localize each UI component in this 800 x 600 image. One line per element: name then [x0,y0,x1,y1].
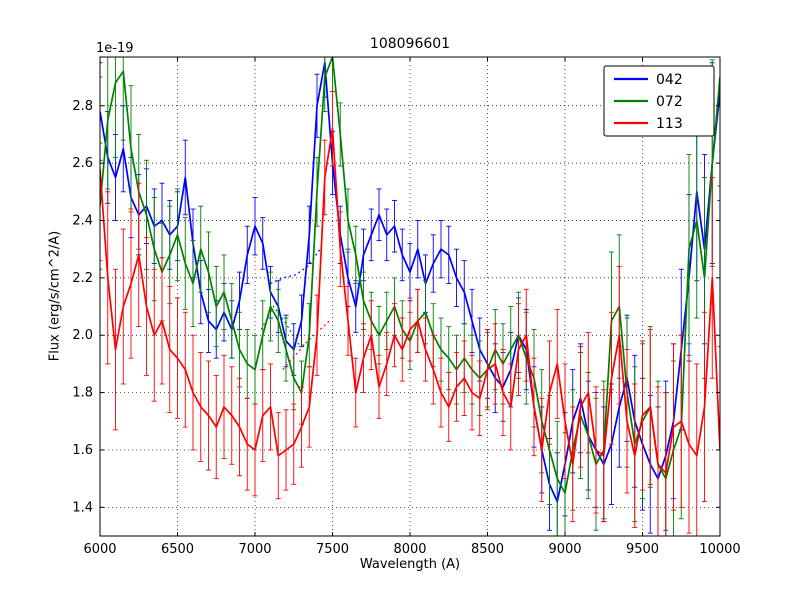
spectrum-line-042 [100,61,720,503]
dotted-segment-042 [270,248,321,285]
x-tick-label: 6500 [161,542,194,557]
x-tick-label: 8000 [393,542,426,557]
y-tick-label: 2.2 [72,271,93,286]
x-tick-label: 7500 [316,542,349,557]
y-axis-label: Flux (erg/s/cm^2/A) [47,230,63,362]
y-axis-offset-label: 1e-19 [96,41,134,56]
y-tick-label: 2.6 [72,156,93,171]
legend-label-113: 113 [656,116,683,132]
legend: 042 072 113 [603,65,715,137]
y-tick-label: 2.0 [72,328,93,343]
x-tick-label: 6000 [83,542,116,557]
legend-label-072: 072 [656,94,683,110]
x-tick-label: 10000 [699,542,740,557]
x-tick-label: 9000 [548,542,581,557]
chart-title: 108096601 [369,36,451,52]
y-tick-label: 1.8 [72,386,93,401]
x-axis-label: Wavelength (A) [359,557,461,572]
tick-labels: 6000 6500 7000 7500 8000 8500 9000 9500 10000 1.4… [72,99,740,557]
x-tick-label: 9500 [626,542,659,557]
legend-box [603,65,715,137]
y-tick-label: 1.6 [72,443,93,458]
y-tick-label: 2.8 [72,99,93,114]
series-113 [100,76,720,536]
y-tick-label: 1.4 [72,500,93,515]
dotted-segment-072 [260,305,311,348]
legend-label-042: 042 [656,72,683,88]
y-tick-label: 2.4 [72,213,93,228]
x-tick-label: 7000 [238,542,271,557]
axis-ticks [99,57,721,536]
x-tick-label: 8500 [471,542,504,557]
spectrum-line-113 [100,127,720,474]
